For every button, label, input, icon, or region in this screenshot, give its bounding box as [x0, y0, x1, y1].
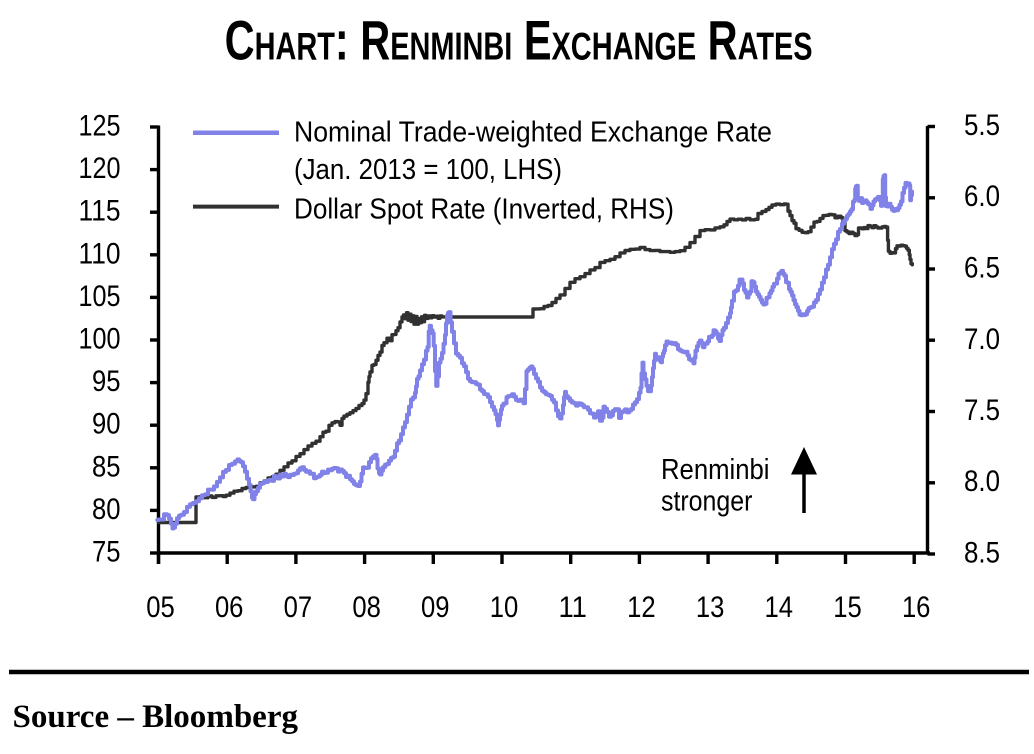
- svg-text:6.5: 6.5: [964, 252, 1000, 285]
- svg-text:115: 115: [79, 195, 121, 228]
- svg-text:Source – Bloomberg: Source – Bloomberg: [13, 699, 299, 735]
- svg-text:15: 15: [833, 591, 862, 624]
- svg-text:Dollar Spot Rate (Inverted, RH: Dollar Spot Rate (Inverted, RHS): [294, 194, 674, 226]
- svg-text:09: 09: [421, 591, 450, 624]
- svg-text:14: 14: [765, 591, 794, 624]
- svg-text:95: 95: [92, 365, 121, 398]
- svg-text:5.5: 5.5: [964, 109, 1000, 142]
- svg-text:07: 07: [284, 591, 313, 624]
- svg-text:8.0: 8.0: [964, 465, 1000, 498]
- svg-text:06: 06: [215, 591, 244, 624]
- svg-text:6.0: 6.0: [964, 180, 1000, 213]
- svg-text:8.5: 8.5: [964, 537, 1000, 570]
- svg-text:85: 85: [92, 450, 121, 483]
- svg-text:7.5: 7.5: [964, 394, 1000, 427]
- svg-text:11: 11: [558, 591, 587, 624]
- svg-text:(Jan. 2013 = 100, LHS): (Jan. 2013 = 100, LHS): [294, 154, 562, 186]
- svg-text:80: 80: [92, 493, 121, 526]
- svg-text:08: 08: [352, 591, 381, 624]
- svg-text:10: 10: [490, 591, 519, 624]
- svg-text:120: 120: [79, 152, 121, 185]
- svg-text:110: 110: [79, 237, 121, 270]
- svg-text:100: 100: [79, 323, 121, 356]
- svg-text:stronger: stronger: [661, 486, 753, 518]
- svg-text:05: 05: [146, 591, 175, 624]
- svg-text:12: 12: [627, 591, 656, 624]
- svg-text:125: 125: [79, 110, 121, 143]
- svg-text:7.0: 7.0: [964, 323, 1000, 356]
- svg-text:Renminbi: Renminbi: [661, 454, 770, 486]
- svg-text:Chart: Renminbi Exchange Rates: Chart: Renminbi Exchange Rates: [225, 9, 813, 72]
- svg-text:13: 13: [696, 591, 725, 624]
- svg-text:Nominal Trade-weighted Exchang: Nominal Trade-weighted Exchange Rate: [294, 117, 772, 149]
- svg-text:75: 75: [92, 536, 121, 569]
- svg-text:90: 90: [92, 408, 121, 441]
- svg-text:105: 105: [79, 280, 121, 313]
- svg-text:16: 16: [902, 591, 931, 624]
